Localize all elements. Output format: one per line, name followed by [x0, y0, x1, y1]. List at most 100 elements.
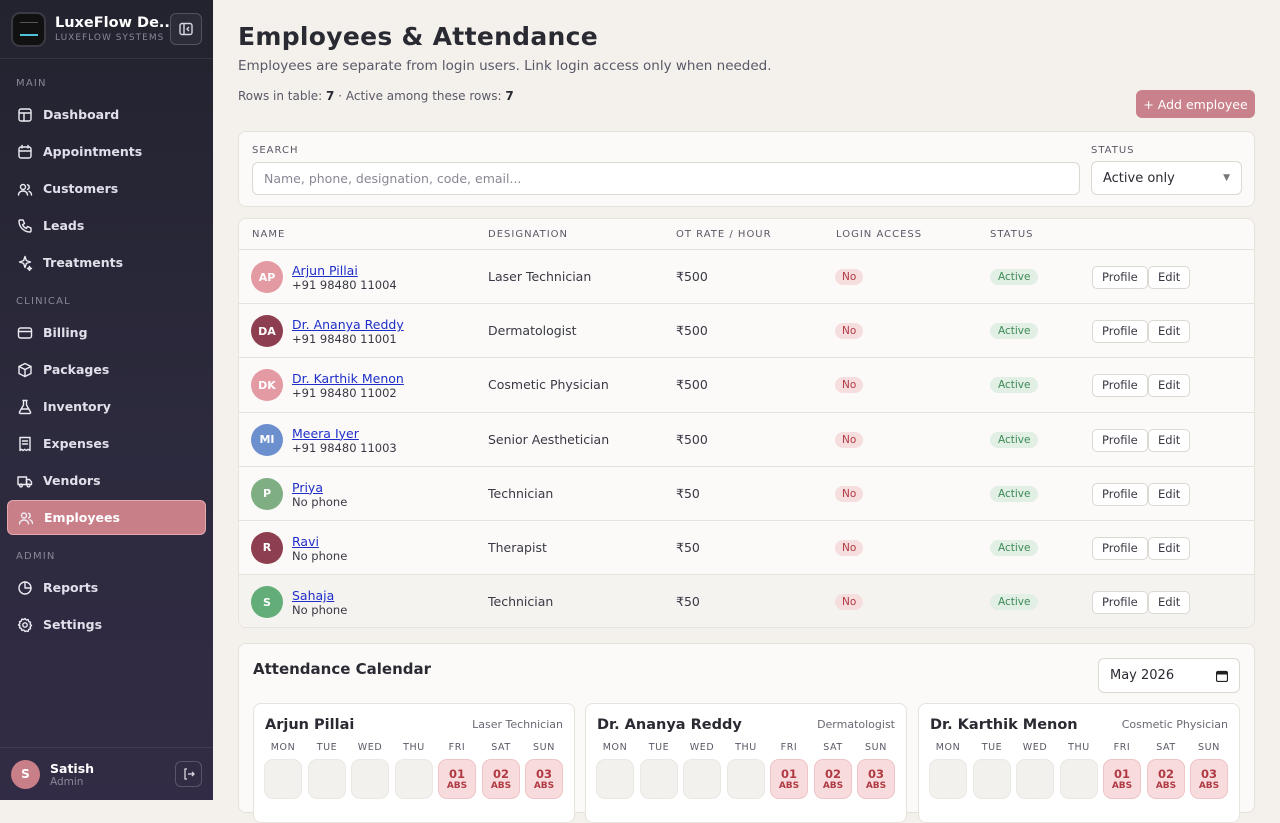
brand-name: LuxeFlow De...	[55, 15, 170, 31]
login-access-badge: No	[835, 323, 864, 340]
absent-label: ABS	[1155, 781, 1177, 791]
calendar-day-empty	[683, 759, 721, 799]
calendar-day-absent[interactable]: 03 ABS	[857, 759, 895, 799]
rows-count: 7	[326, 89, 335, 103]
calendar-title: Attendance Calendar	[253, 660, 432, 678]
absent-label: ABS	[822, 781, 844, 791]
absent-label: ABS	[1198, 781, 1220, 791]
login-access-badge: No	[835, 431, 864, 448]
avatar: S	[251, 586, 283, 619]
sidebar-item-employees[interactable]: Employees	[7, 500, 206, 535]
edit-button[interactable]: Edit	[1148, 591, 1191, 615]
day-number: 02	[492, 767, 509, 781]
collapse-sidebar-button[interactable]	[170, 13, 202, 45]
logout-icon	[183, 768, 195, 780]
edit-button[interactable]: Edit	[1148, 320, 1191, 344]
table-header: NAME DESIGNATION OT RATE / HOUR LOGIN AC…	[239, 219, 1254, 250]
sidebar-item-label: Vendors	[43, 473, 101, 488]
calendar-day-absent[interactable]: 01 ABS	[1103, 759, 1141, 799]
sidebar-item-vendors[interactable]: Vendors	[7, 463, 206, 498]
employee-calendar-card: Arjun Pillai Laser Technician MON TUE WED THU…	[253, 703, 575, 823]
profile-button[interactable]: Profile	[1092, 266, 1148, 289]
login-access-badge: No	[835, 485, 864, 502]
day-number: 03	[535, 767, 552, 781]
calendar-day-absent[interactable]: 03 ABS	[1190, 759, 1228, 799]
employee-name-link[interactable]: Dr. Karthik Menon	[292, 371, 404, 387]
employee-name-link[interactable]: Priya	[292, 479, 323, 495]
edit-button[interactable]: Edit	[1148, 428, 1191, 452]
calendar-day-absent[interactable]: 01 ABS	[438, 759, 476, 799]
search-label: SEARCH	[252, 145, 299, 156]
calendar-day-absent[interactable]: 03 ABS	[525, 759, 563, 799]
sidebar-item-billing[interactable]: Billing	[7, 315, 206, 350]
employee-name-link[interactable]: Arjun Pillai	[292, 263, 358, 278]
employee-name-link[interactable]: Ravi	[292, 533, 319, 549]
logout-button[interactable]	[175, 761, 202, 787]
calendar-day-empty	[308, 759, 346, 799]
employee-name-link[interactable]: Meera Iyer	[292, 425, 359, 441]
edit-button[interactable]: Edit	[1148, 374, 1191, 398]
app-logo	[11, 11, 46, 47]
calendar-day-empty	[929, 759, 967, 799]
active-label: · Active among these rows:	[338, 89, 502, 103]
weekday-label: THU	[1068, 742, 1090, 753]
profile-button[interactable]: Profile	[1092, 482, 1148, 506]
search-input[interactable]	[252, 162, 1080, 195]
table-row: P Priya No phone Technician ₹50 No Active Profi…	[239, 467, 1254, 521]
profile-button[interactable]: Profile	[1092, 428, 1148, 452]
edit-button[interactable]: Edit	[1148, 536, 1191, 560]
weekday-label: FRI	[1113, 742, 1131, 753]
brand-subtitle: LUXEFLOW SYSTEMS	[55, 33, 165, 43]
rows-label: Rows in table:	[238, 89, 323, 103]
weekday-label: TUE	[316, 742, 338, 753]
calendar-day-absent[interactable]: 02 ABS	[482, 759, 520, 799]
sidebar-item-appointments[interactable]: Appointments	[7, 134, 206, 169]
calendar-day-absent[interactable]: 02 ABS	[1147, 759, 1185, 799]
employee-name-link[interactable]: Sahaja	[292, 588, 335, 604]
sidebar-item-treatments[interactable]: Treatments	[7, 245, 206, 280]
add-employee-button[interactable]: + Add employee	[1136, 90, 1255, 118]
employee-name-link[interactable]: Dr. Ananya Reddy	[292, 317, 404, 333]
table-row: S Sahaja No phone Technician ₹50 No Active Prof…	[239, 575, 1254, 627]
status-badge: Active	[990, 377, 1039, 394]
calendar-day-empty	[640, 759, 678, 799]
sidebar-item-leads[interactable]: Leads	[7, 208, 206, 243]
edit-button[interactable]: Edit	[1148, 266, 1191, 289]
profile-button[interactable]: Profile	[1092, 536, 1148, 560]
weekday-label: SUN	[533, 742, 555, 753]
profile-button[interactable]: Profile	[1092, 591, 1148, 615]
sidebar-item-settings[interactable]: Settings	[7, 607, 206, 642]
sidebar-item-dashboard[interactable]: Dashboard	[7, 97, 206, 132]
login-access-badge: No	[835, 377, 864, 394]
employees-table: NAME DESIGNATION OT RATE / HOUR LOGIN AC…	[238, 218, 1255, 628]
sidebar-item-reports[interactable]: Reports	[7, 570, 206, 605]
dashboard-icon	[18, 107, 32, 122]
weekday-label: TUE	[981, 742, 1003, 753]
edit-button[interactable]: Edit	[1148, 482, 1191, 506]
status-select[interactable]: Active only ▼	[1091, 161, 1242, 195]
package-icon	[18, 362, 32, 377]
calendar-day-absent[interactable]: 01 ABS	[770, 759, 808, 799]
sidebar-item-packages[interactable]: Packages	[7, 352, 206, 387]
weekday-label: FRI	[780, 742, 798, 753]
profile-button[interactable]: Profile	[1092, 320, 1148, 344]
sidebar-item-customers[interactable]: Customers	[7, 171, 206, 206]
sidebar-item-expenses[interactable]: Expenses	[7, 426, 206, 461]
employee-designation: Cosmetic Physician	[488, 377, 609, 393]
sidebar-item-inventory[interactable]: Inventory	[7, 389, 206, 424]
status-badge: Active	[990, 431, 1039, 448]
nav-section-clinical: CLINICAL	[16, 296, 71, 307]
status-label: STATUS	[1091, 145, 1135, 156]
login-access-badge: No	[835, 539, 864, 556]
user-avatar[interactable]: S	[11, 759, 40, 789]
month-picker[interactable]: May 2026	[1098, 658, 1240, 693]
calendar-icon	[18, 144, 32, 159]
header-name: NAME	[252, 229, 286, 240]
calendar-day-absent[interactable]: 02 ABS	[814, 759, 852, 799]
calendar-day-empty	[264, 759, 302, 799]
employee-designation: Technician	[488, 594, 554, 610]
profile-button[interactable]: Profile	[1092, 374, 1148, 398]
reports-icon	[18, 580, 32, 595]
employee-ot-rate: ₹50	[676, 485, 700, 501]
gear-icon	[17, 617, 33, 632]
